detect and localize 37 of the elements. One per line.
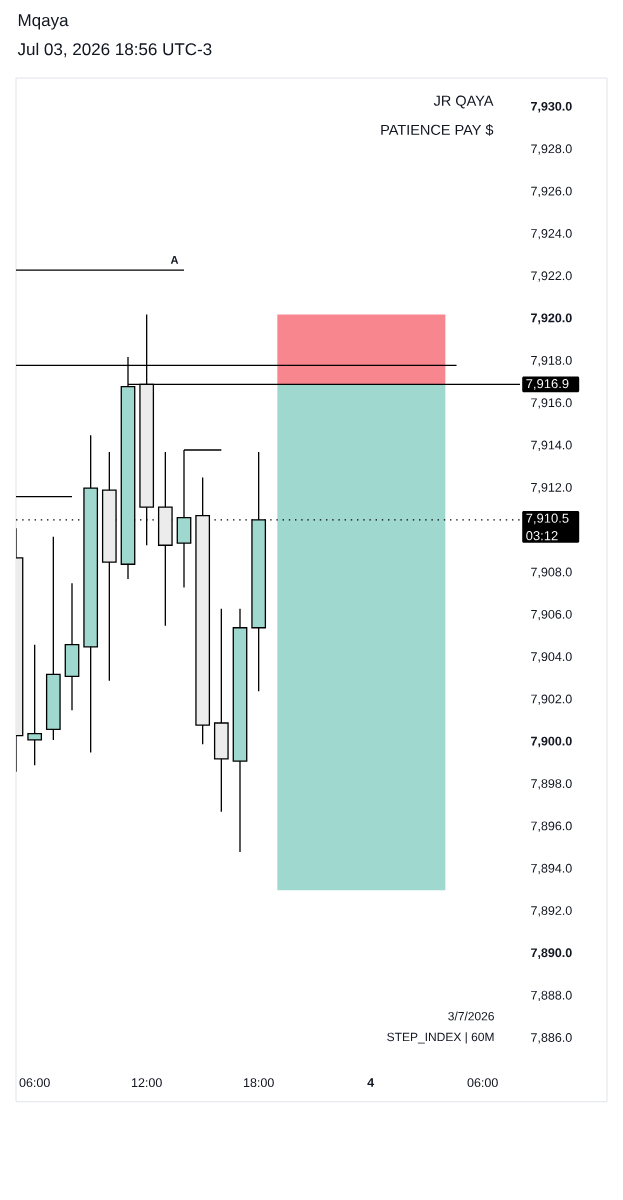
y-tick-label: 7,890.0 [531, 948, 572, 959]
x-tick-label: 18:00 [243, 1078, 274, 1088]
y-tick-label: 7,904.0 [531, 652, 572, 663]
y-tick-label: 7,902.0 [531, 694, 572, 705]
y-tick-label: 7,894.0 [531, 863, 572, 875]
y-tick-label: 7,908.0 [531, 567, 572, 578]
chart-subtitle: Jul 03, 2026 18:56 UTC-3 [17, 42, 212, 58]
ref-line-label: 7,910.5 03:12 [526, 513, 569, 541]
x-tick-label: 12:00 [131, 1078, 162, 1088]
y-tick-label: 7,922.0 [531, 271, 572, 282]
y-tick-label: 7,916.0 [531, 398, 572, 409]
y-tick-label: 7,924.0 [531, 229, 572, 240]
y-tick-label: 7,900.0 [531, 736, 572, 748]
annotation: PATIENCE PAY $ [381, 124, 494, 136]
y-tick-label: 7,930.0 [531, 101, 572, 113]
y-tick-label: 7,918.0 [531, 355, 572, 367]
x-tick-label: 4 [367, 1078, 375, 1087]
annotation: A [170, 256, 179, 264]
y-tick-label: 7,914.0 [531, 440, 572, 451]
annotation: STEP_INDEX | 60M [387, 1032, 494, 1044]
y-tick-label: 7,928.0 [531, 144, 572, 155]
candlestick [27, 644, 43, 766]
x-tick-label: 06:00 [467, 1078, 498, 1088]
y-tick-label: 7,898.0 [531, 779, 572, 790]
y-tick-label: 7,906.0 [531, 609, 572, 621]
y-tick-label: 7,912.0 [531, 482, 572, 494]
y-tick-label: 7,920.0 [531, 313, 572, 325]
y-tick-label: 7,926.0 [531, 186, 572, 198]
x-tick-label: 06:00 [19, 1078, 50, 1088]
y-tick-label: 7,886.0 [531, 1033, 572, 1044]
y-tick-label: 7,896.0 [531, 821, 572, 832]
data-label: 7,916.9 [526, 379, 569, 390]
y-tick-label: 7,888.0 [531, 990, 572, 1002]
annotation: 3/7/2026 [448, 1011, 494, 1021]
annotation: JR QAYA [433, 95, 494, 109]
y-tick-label: 7,892.0 [531, 906, 572, 917]
chart-title: Mqaya [18, 14, 69, 30]
